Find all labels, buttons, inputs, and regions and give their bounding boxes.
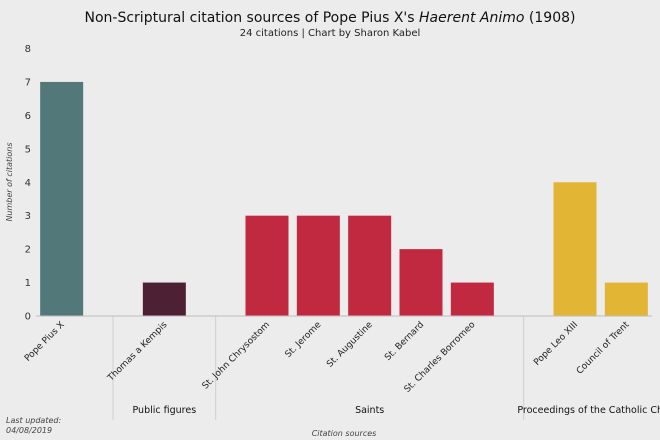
- group-label: Public figures: [132, 405, 196, 416]
- y-tick-label: 5: [25, 144, 31, 155]
- bar[interactable]: [450, 282, 494, 316]
- bar[interactable]: [245, 215, 289, 316]
- bar[interactable]: [348, 215, 392, 316]
- chart-title: Non-Scriptural citation sources of Pope …: [85, 10, 576, 26]
- category-label: Pope Leo XIII: [532, 320, 580, 368]
- y-tick-label: 8: [25, 44, 31, 55]
- x-axis-title: Citation sources: [312, 429, 377, 438]
- bar[interactable]: [142, 282, 186, 316]
- y-axis-title: Number of citations: [5, 142, 14, 221]
- y-tick-label: 1: [25, 278, 31, 289]
- y-tick-label: 3: [25, 211, 31, 222]
- category-label: St. Augustine: [325, 320, 375, 370]
- bar[interactable]: [553, 182, 597, 316]
- y-tick-label: 0: [25, 312, 31, 323]
- footnote-line-2: 04/08/2019: [6, 426, 52, 435]
- group-label: Proceedings of the Catholic Church: [517, 405, 660, 416]
- bar[interactable]: [40, 81, 84, 316]
- y-tick-label: 2: [25, 245, 31, 256]
- category-label: St. John Chrysostom: [201, 320, 272, 391]
- bar[interactable]: [399, 249, 443, 316]
- group-label: Saints: [355, 405, 384, 416]
- category-label: St. Bernard: [383, 320, 426, 363]
- bar[interactable]: [296, 215, 340, 316]
- category-label: St. Jerome: [284, 320, 324, 360]
- y-tick-label: 7: [25, 77, 31, 88]
- category-label: Thomas a Kempis: [105, 320, 169, 384]
- chart-subtitle: 24 citations | Chart by Sharon Kabel: [240, 28, 421, 39]
- footnote-line-1: Last updated:: [6, 416, 61, 425]
- bar[interactable]: [604, 282, 648, 316]
- y-tick-label: 6: [25, 111, 31, 122]
- y-tick-label: 4: [25, 178, 31, 189]
- category-label: Pope Pius X: [23, 320, 67, 364]
- category-label: Council of Trent: [575, 320, 632, 377]
